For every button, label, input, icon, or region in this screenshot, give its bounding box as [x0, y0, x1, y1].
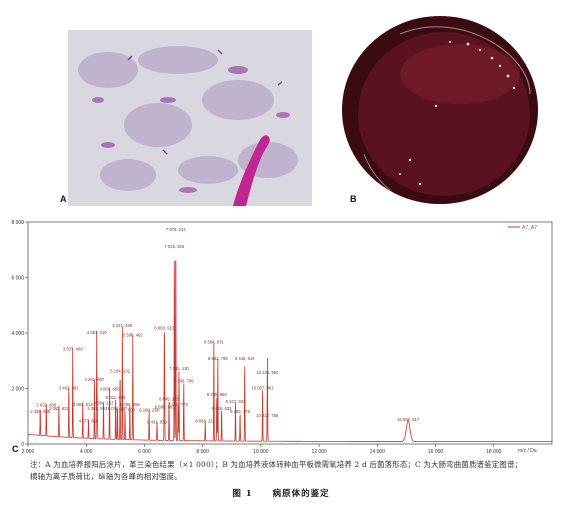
peak-label: 4 594. 153 — [94, 401, 114, 406]
peak-label: 7 026. 826 — [164, 244, 184, 249]
panel-c-label: C — [12, 444, 19, 454]
peak-label: 3 402. 481 — [59, 385, 79, 390]
gram-stain-micrograph — [68, 30, 312, 206]
panel-b-label: B — [350, 194, 357, 204]
figure-number: 图 1 — [232, 489, 253, 499]
peak-label: 4 800. 458 — [100, 387, 120, 392]
x-tick-label: 6 000 — [138, 449, 151, 455]
spectrum-trace — [27, 260, 552, 442]
peak-label: 9 285. 775 — [230, 409, 250, 414]
peak-label: 8 384. 931 — [204, 339, 224, 344]
peak-label: 7 398. 789 — [174, 378, 194, 383]
x-axis-unit: m/z / Da — [518, 448, 537, 454]
peak-label: 9 127. 931 — [226, 399, 246, 404]
peak-label: 7 076. 014 — [166, 227, 186, 232]
peak-label: 8 088. 212 — [195, 419, 215, 424]
peak-label: 6 431. 959 — [147, 420, 167, 425]
peak-label: 3 537. 469 — [63, 346, 83, 351]
x-tick-label: 18 000 — [486, 449, 502, 455]
peak-label: 6 695. 803 — [155, 405, 175, 410]
peak-label: 10 225. 590 — [256, 370, 279, 375]
peak-label: 5 331. 058 — [115, 407, 135, 412]
peak-label: 8 531. 798 — [208, 356, 228, 361]
legend: A7_A7 — [508, 225, 537, 231]
panel-a-label: A — [60, 194, 67, 204]
peak-label: 4 282. 057 — [85, 377, 105, 382]
peak-label: 10 057. 961 — [252, 385, 275, 390]
peak-label: 9 445. 814 — [235, 356, 255, 361]
figure-title: 图 1 病原体的鉴定 — [0, 487, 562, 499]
peak-label: 8 626. 633 — [212, 406, 232, 411]
peak-label: 5 596. 462 — [123, 333, 143, 338]
peak-label: 5 498. 659 — [120, 402, 140, 407]
x-tick-label: 12 000 — [311, 449, 327, 455]
caption-line-1: 注：A 为血培养报阳后涂片，革兰染色结果（×1 000）；B 为血培养液体转种血… — [30, 460, 523, 469]
peak-label: 3 062. 632 — [49, 406, 69, 411]
y-tick-label: 4 000 — [11, 331, 24, 337]
x-tick-label: 10 000 — [253, 449, 269, 455]
x-tick-label: 16 000 — [428, 449, 444, 455]
caption-line-2: 横轴为离子质荷比，纵轴为各峰的相对强度。 — [30, 472, 182, 481]
peak-label: 5 074. 357 — [108, 406, 128, 411]
y-tick-label: 2 000 — [11, 387, 24, 393]
peak-label: 2 628. 489 — [36, 402, 56, 407]
peak-label: 5 011. 593 — [106, 395, 126, 400]
peak-label: 6 683. 913 — [154, 326, 174, 331]
y-tick-label: 0 — [21, 442, 24, 448]
peak-label: 5 164. 132 — [110, 369, 130, 374]
peak-label: 6 160. 258 — [139, 407, 159, 412]
figure-caption: 注：A 为血培养报阳后涂片，革兰染色结果（×1 000）；B 为血培养液体转种血… — [30, 459, 550, 483]
peak-label: 10 217. 788 — [256, 413, 279, 418]
blood-agar-plate-photo — [340, 14, 540, 206]
peak-label: 5 241. 406 — [112, 323, 132, 328]
peak-label: 15 058. 817 — [397, 417, 420, 422]
x-tick-label: 2 000 — [22, 449, 35, 455]
peak-label: 7 186. 130 — [169, 366, 189, 371]
x-tick-label: 8 000 — [196, 449, 209, 455]
peak-label: 4 361. 010 — [87, 330, 107, 335]
peak-label: 4 077. 618 — [79, 419, 99, 424]
peak-label: 2 420. 839 — [30, 409, 50, 414]
y-tick-label: 8 000 — [11, 220, 24, 226]
peak-label: 8 485. 968 — [207, 392, 227, 397]
peak-label: 3 881. 513 — [73, 402, 93, 407]
x-tick-label: 4 000 — [80, 449, 93, 455]
peak-label: 4 381. 853 — [87, 406, 107, 411]
x-tick-label: 14 000 — [370, 449, 386, 455]
peak-label: 7 154. 773 — [168, 402, 188, 407]
legend-label: A7_A7 — [522, 225, 537, 231]
y-tick-label: 6 000 — [11, 276, 24, 282]
peak-label: 6 845. 125 — [159, 396, 179, 401]
figure-title-text: 病原体的鉴定 — [272, 489, 330, 499]
